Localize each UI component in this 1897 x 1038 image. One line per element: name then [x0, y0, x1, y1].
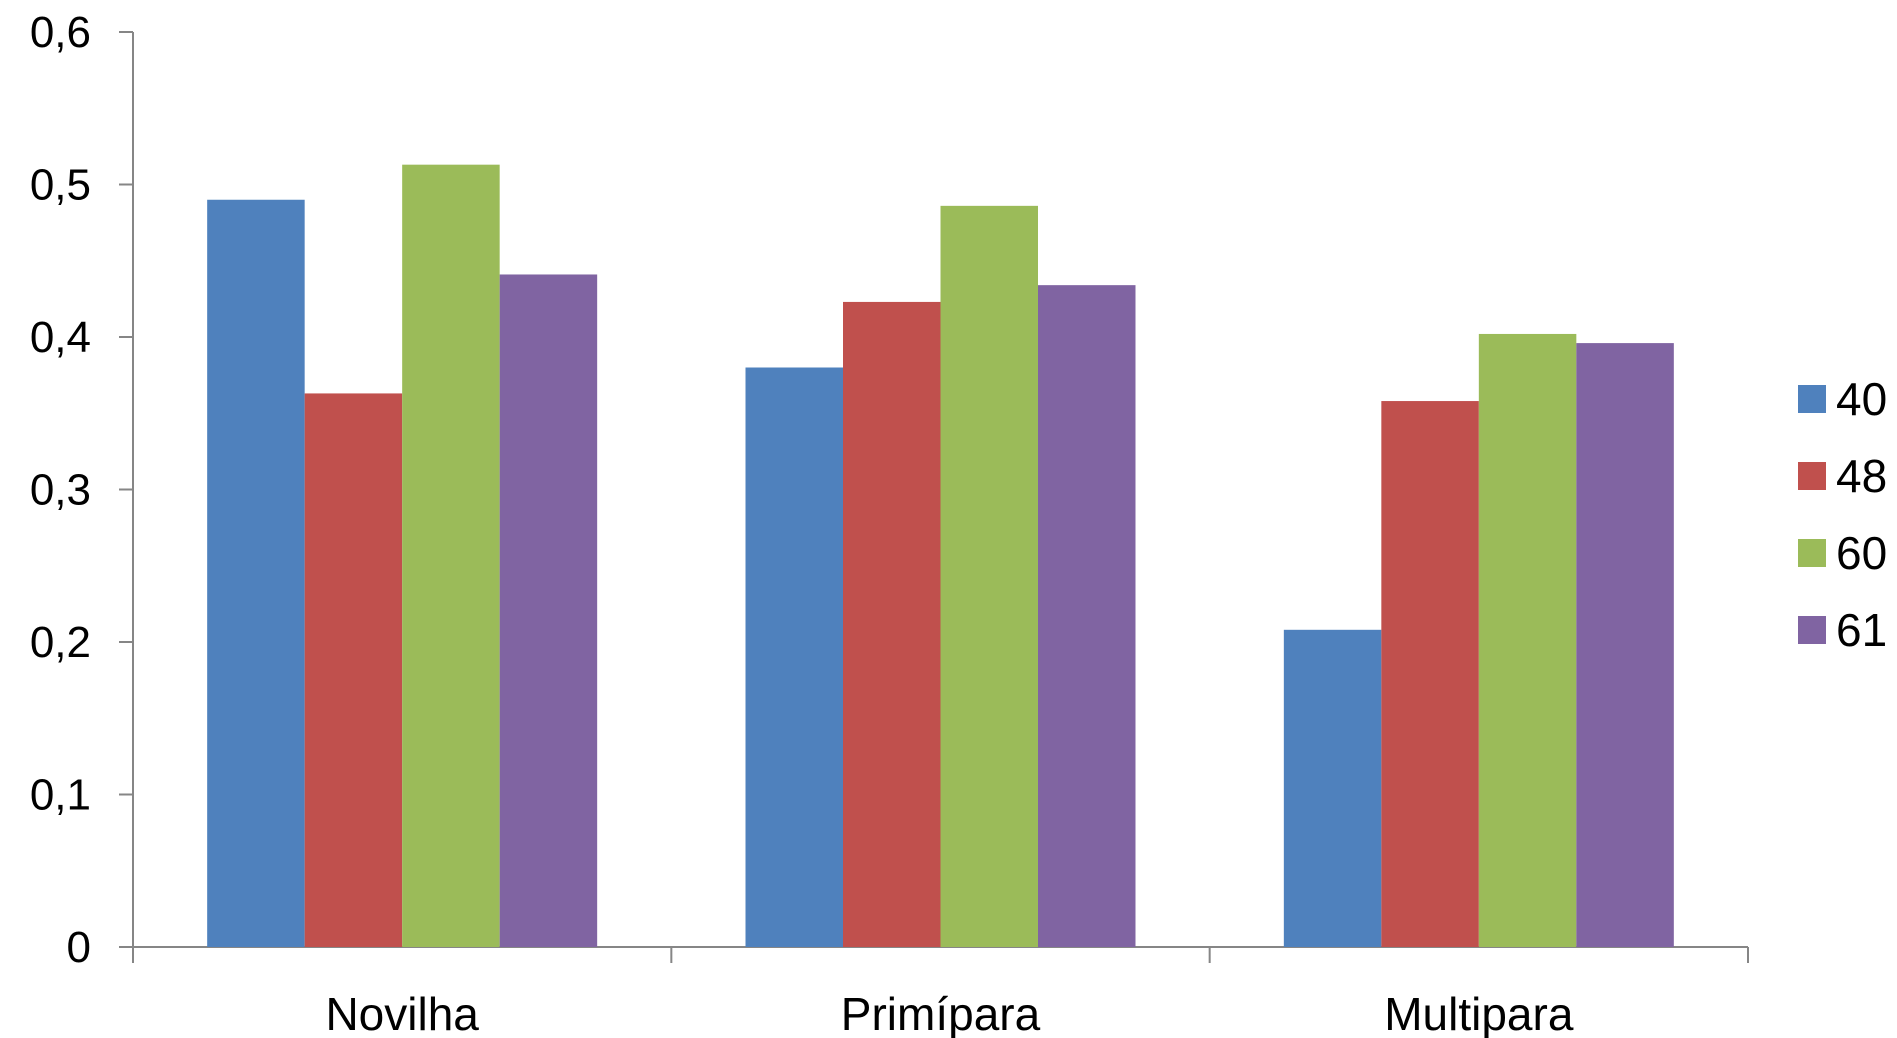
bars — [207, 164, 1674, 948]
y-tick-label: 0,4 — [30, 313, 91, 362]
bar-multipara-48 — [1381, 401, 1479, 947]
legend-swatch-48 — [1798, 462, 1826, 490]
tick-labels: 0 0,1 0,2 0,3 0,4 0,5 0,6 Novilha Primípara Multi… — [30, 8, 1574, 1038]
bar-multipara-60 — [1478, 333, 1577, 947]
legend-swatch-61 — [1798, 616, 1826, 644]
bar-novilha-61 — [499, 274, 598, 948]
bar-prim-para-48 — [843, 301, 941, 947]
bar-multipara-61 — [1576, 343, 1674, 948]
x-category-label: Novilha — [325, 988, 479, 1038]
y-tick-label: 0,1 — [30, 771, 91, 820]
bar-multipara-40 — [1283, 629, 1382, 947]
y-tick-label: 0,6 — [30, 8, 91, 57]
y-tick-label: 0,5 — [30, 161, 91, 210]
x-category-label: Multipara — [1384, 988, 1574, 1038]
bar-prim-para-40 — [745, 367, 843, 947]
bar-prim-para-61 — [1038, 285, 1136, 947]
y-tick-label: 0,2 — [30, 618, 91, 667]
legend-label-40: 40 — [1836, 373, 1887, 425]
legend: 40 48 60 61 — [1798, 373, 1887, 656]
legend-label-61: 61 — [1836, 604, 1887, 656]
bar-novilha-40 — [207, 199, 305, 947]
legend-swatch-40 — [1798, 385, 1826, 413]
legend-label-48: 48 — [1836, 450, 1887, 502]
legend-label-60: 60 — [1836, 527, 1887, 579]
legend-swatch-60 — [1798, 539, 1826, 567]
bar-novilha-60 — [402, 164, 500, 948]
x-category-label: Primípara — [841, 988, 1041, 1038]
y-tick-label: 0,3 — [30, 466, 91, 515]
y-tick-label: 0 — [67, 923, 91, 972]
bar-novilha-48 — [304, 393, 403, 947]
bar-prim-para-60 — [940, 205, 1038, 948]
